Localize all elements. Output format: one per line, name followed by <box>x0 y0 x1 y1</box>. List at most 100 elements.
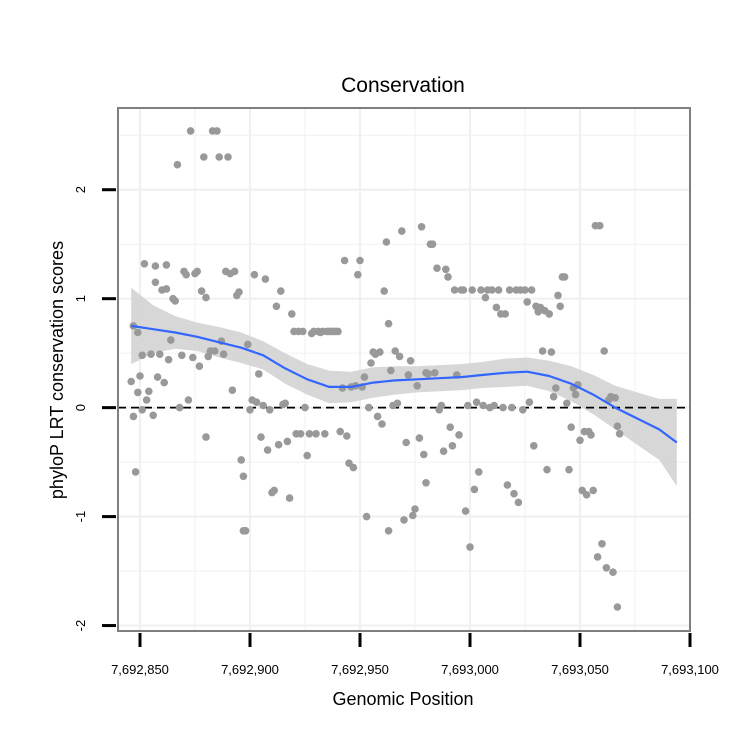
data-point <box>193 267 201 276</box>
data-point <box>151 262 160 270</box>
data-point <box>362 512 371 521</box>
data-point <box>134 388 142 397</box>
data-point <box>543 465 551 474</box>
data-point <box>466 543 474 551</box>
data-point <box>127 377 135 386</box>
data-point <box>184 396 193 404</box>
data-point <box>230 267 239 276</box>
data-point <box>424 370 433 378</box>
data-point <box>288 310 296 318</box>
data-point <box>593 553 602 561</box>
smooth-line-layer <box>131 324 678 444</box>
smooth-fit-line <box>131 324 678 444</box>
data-point <box>571 390 580 399</box>
data-point <box>312 430 320 438</box>
data-point <box>450 286 459 294</box>
data-point <box>406 357 415 365</box>
data-point <box>479 401 488 410</box>
data-point <box>538 347 547 355</box>
data-point <box>554 291 562 300</box>
data-point <box>481 293 490 302</box>
data-point <box>189 353 197 362</box>
data-point <box>589 486 597 495</box>
data-point <box>563 399 571 408</box>
data-point <box>395 352 404 361</box>
data-point <box>167 336 175 344</box>
data-point <box>398 227 406 235</box>
data-point <box>252 398 261 407</box>
data-point <box>151 278 160 287</box>
data-point <box>613 422 622 431</box>
data-point <box>598 540 606 548</box>
data-point <box>259 401 268 410</box>
data-point <box>202 293 210 302</box>
data-point <box>164 355 173 364</box>
data-point <box>501 310 510 318</box>
data-point <box>444 273 452 281</box>
x-tick-label: 7,693,100 <box>661 662 719 677</box>
data-point <box>136 372 144 380</box>
data-point <box>523 298 531 306</box>
data-point <box>134 328 142 337</box>
x-tick-label: 7,692,950 <box>331 662 389 677</box>
data-point <box>354 270 362 279</box>
data-point <box>464 401 472 410</box>
x-tick-label: 7,693,050 <box>551 662 609 677</box>
data-point <box>415 434 424 442</box>
data-point <box>602 564 611 572</box>
data-point <box>244 340 252 349</box>
data-point <box>239 472 248 481</box>
data-point <box>228 386 237 395</box>
data-point <box>237 456 245 464</box>
data-point <box>475 468 483 476</box>
data-point <box>211 347 219 355</box>
data-point <box>552 384 560 392</box>
data-point <box>556 302 564 311</box>
data-point <box>257 433 265 441</box>
data-point <box>153 373 162 381</box>
data-point <box>404 371 413 379</box>
data-point <box>272 302 281 311</box>
data-point <box>455 431 463 439</box>
data-point <box>545 310 553 318</box>
data-point <box>461 507 470 515</box>
x-tick-label: 7,693,000 <box>441 662 499 677</box>
data-point <box>197 287 206 295</box>
data-point <box>417 223 426 231</box>
data-point <box>387 366 395 375</box>
data-point <box>468 286 477 294</box>
y-tick-label: 2 <box>73 186 88 193</box>
data-point <box>138 351 146 360</box>
data-point <box>360 373 369 381</box>
data-point <box>202 433 210 441</box>
data-point <box>283 437 292 446</box>
data-point <box>402 438 411 447</box>
data-point <box>490 401 499 410</box>
data-point <box>156 350 164 359</box>
data-point <box>224 153 232 161</box>
x-axis-label: Genomic Position <box>332 689 473 709</box>
data-point <box>305 430 314 438</box>
data-point <box>178 351 186 360</box>
data-point <box>611 394 619 402</box>
data-point <box>521 286 529 294</box>
data-point <box>215 153 223 161</box>
data-point <box>413 382 422 390</box>
data-point <box>263 446 272 454</box>
chart-title: Conservation <box>341 74 465 97</box>
data-point <box>336 427 345 436</box>
data-point <box>261 275 270 283</box>
x-axis: 7,692,850 7,692,900 7,692,950 7,693,000 7,69… <box>111 633 719 677</box>
data-point <box>567 423 575 432</box>
data-point <box>281 399 290 408</box>
data-point <box>274 440 283 449</box>
y-tick-label: -1 <box>73 511 88 523</box>
data-point <box>162 285 171 293</box>
data-point <box>549 392 558 401</box>
data-point <box>530 442 538 450</box>
y-axis-label: phyloP LRT conservation scores <box>47 241 67 499</box>
data-point <box>609 568 617 576</box>
data-point <box>499 403 507 412</box>
data-point <box>448 442 457 450</box>
